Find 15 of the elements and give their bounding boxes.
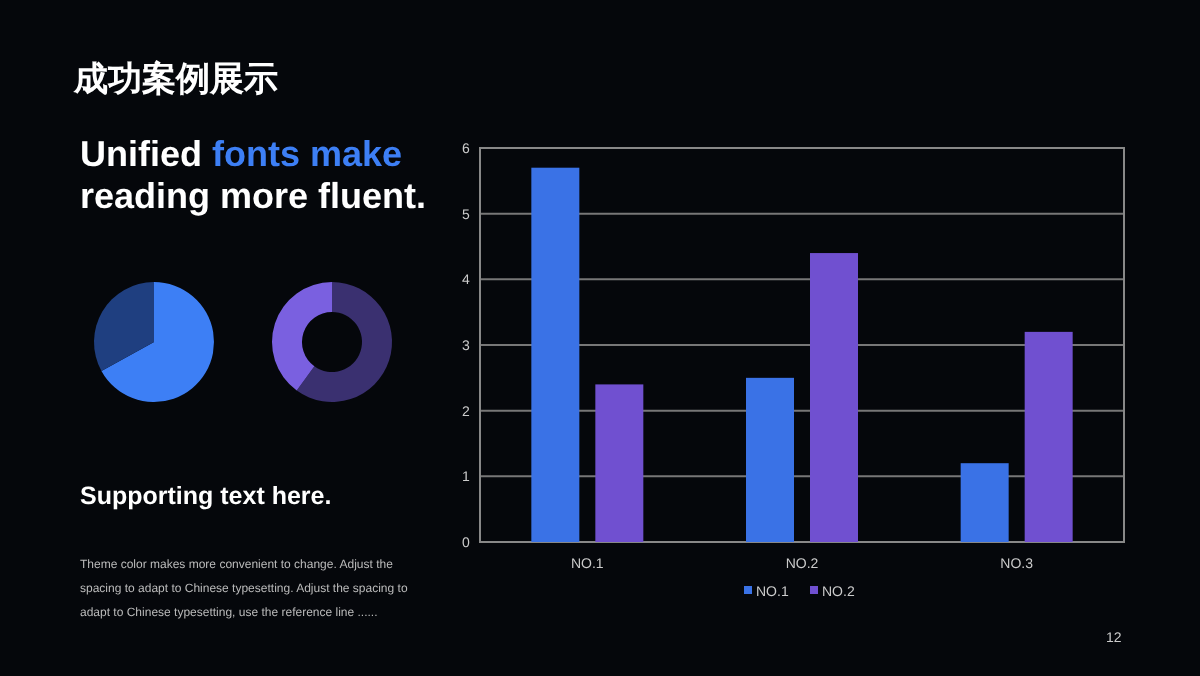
text: reading more fluent. [80,176,427,218]
text: Supporting text here. [80,482,332,510]
bar [595,384,644,542]
text: 成功案例展示 [74,58,278,102]
bar [531,167,580,542]
pie-slice [101,282,214,402]
text: Unified [80,134,202,176]
donut-slice [296,282,392,402]
bar [810,253,858,542]
pie-slice [94,282,154,371]
bar [746,377,794,542]
bar [960,463,1009,542]
bar [1024,331,1073,542]
donut-slice [272,282,332,391]
text: fonts make [212,134,403,176]
